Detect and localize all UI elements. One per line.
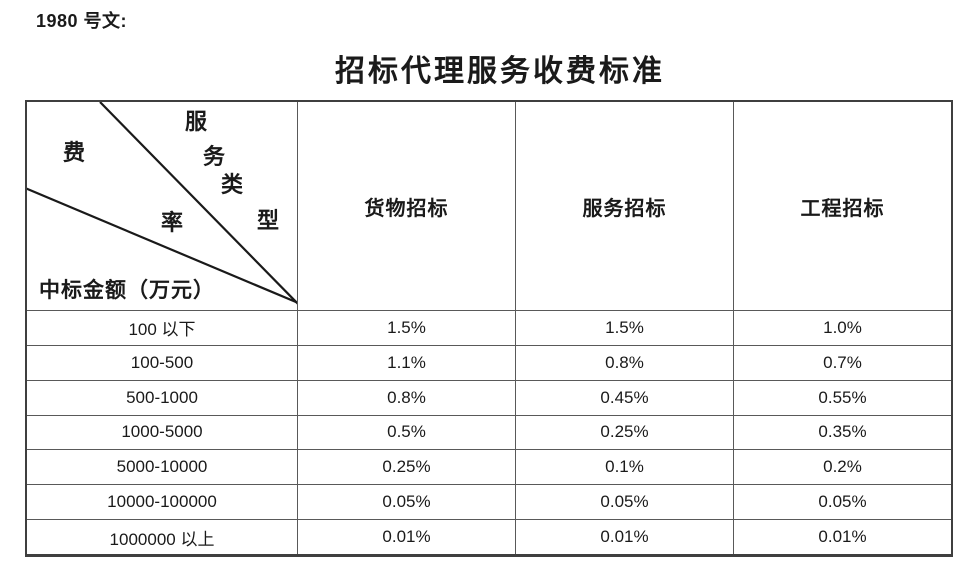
row-label: 1000000 以上 — [27, 519, 298, 554]
fee-value-cell: 0.5% — [298, 414, 516, 450]
corner-service-type-char: 务 — [203, 144, 226, 169]
column-header-goods: 货物招标 — [298, 102, 516, 310]
row-label: 10000-100000 — [27, 484, 298, 520]
fee-value-cell: 1.1% — [298, 344, 516, 380]
fee-value-cell: 0.8% — [298, 379, 516, 415]
fee-value-cell: 0.25% — [298, 449, 516, 485]
fee-value-cell: 1.5% — [298, 310, 516, 345]
fee-value-cell: 1.0% — [734, 310, 951, 345]
fee-value-cell: 0.05% — [734, 484, 951, 519]
fee-value-cell: 0.01% — [516, 519, 734, 554]
column-header-engineering: 工程招标 — [800, 197, 885, 220]
fee-value-cell: 0.01% — [734, 519, 951, 554]
fee-value-cell: 0.1% — [516, 449, 734, 485]
row-label: 100 以下 — [27, 310, 298, 345]
doc-number: 1980 号文: — [36, 11, 128, 31]
corner-fee-rate-char: 率 — [161, 210, 184, 235]
corner-service-type-char: 型 — [257, 208, 280, 233]
row-label: 1000-5000 — [27, 414, 298, 450]
column-header-services: 服务招标 — [516, 102, 734, 310]
corner-service-type-char: 类 — [221, 172, 244, 197]
fee-value-cell: 0.25% — [516, 414, 734, 450]
fee-value-cell: 0.55% — [734, 379, 951, 415]
corner-fee-rate-char: 费 — [63, 140, 86, 165]
fee-table: 服 务 类 型 费 率 中标金额（万元） 货物招标 服务招标 工程招标 100 … — [25, 100, 953, 557]
diagonal-lines — [27, 102, 297, 305]
fee-value-cell: 0.45% — [516, 379, 734, 415]
page-title: 招标代理服务收费标准 — [335, 55, 665, 88]
table-corner-cell: 服 务 类 型 费 率 中标金额（万元） — [27, 102, 298, 310]
fee-value-cell: 1.5% — [516, 310, 734, 345]
corner-amount-label: 中标金额（万元） — [39, 278, 215, 302]
row-label: 100-500 — [27, 344, 298, 380]
fee-value-cell: 0.05% — [298, 484, 516, 520]
fee-value-cell: 0.2% — [734, 449, 951, 484]
row-label: 5000-10000 — [27, 449, 298, 485]
corner-service-type-char: 服 — [185, 109, 208, 134]
fee-value-cell: 0.7% — [734, 344, 951, 380]
row-label: 500-1000 — [27, 379, 298, 415]
fee-value-cell: 0.05% — [516, 484, 734, 520]
fee-value-cell: 0.01% — [298, 519, 516, 554]
fee-value-cell: 0.8% — [516, 344, 734, 380]
fee-value-cell: 0.35% — [734, 414, 951, 450]
